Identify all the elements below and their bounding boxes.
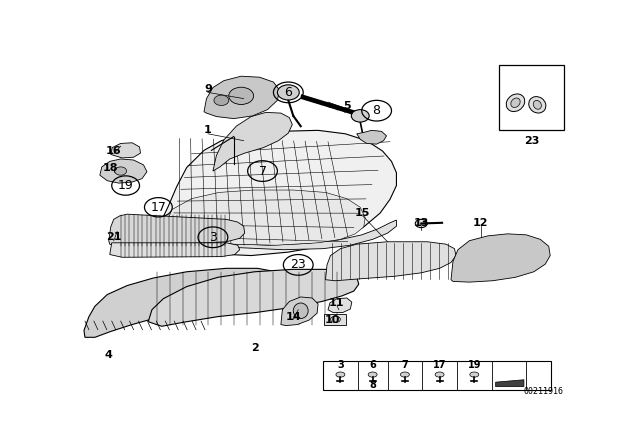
Text: 13: 13 [413,219,429,228]
Text: 11: 11 [329,298,345,308]
Polygon shape [281,297,318,326]
Polygon shape [148,269,359,326]
Text: 16: 16 [106,146,122,156]
Circle shape [229,87,253,104]
Circle shape [351,110,369,122]
Ellipse shape [533,100,541,109]
Text: 00211916: 00211916 [524,387,564,396]
Bar [323,361,551,390]
Polygon shape [495,380,524,387]
Text: 9: 9 [204,84,212,94]
Circle shape [415,220,428,228]
Circle shape [115,167,127,175]
Text: 2: 2 [251,343,259,353]
Text: 7: 7 [401,360,408,370]
Text: 6: 6 [284,86,292,99]
Circle shape [214,95,229,105]
Polygon shape [451,234,550,282]
Polygon shape [110,243,240,257]
Ellipse shape [368,372,377,377]
Text: 5: 5 [343,101,351,111]
Polygon shape [111,143,141,158]
Ellipse shape [435,372,444,377]
Text: 4: 4 [105,349,113,360]
Ellipse shape [511,98,520,108]
Ellipse shape [506,94,525,112]
Bar [499,65,564,130]
Text: 3: 3 [209,231,217,244]
Text: 15: 15 [355,208,371,218]
Ellipse shape [330,316,340,323]
Text: 23: 23 [524,136,539,146]
Text: 1: 1 [204,125,212,135]
Polygon shape [109,214,244,247]
Polygon shape [213,112,292,171]
Ellipse shape [336,372,345,377]
Text: 19: 19 [468,360,481,370]
Bar [324,314,346,324]
Polygon shape [157,130,396,255]
Text: 14: 14 [285,312,301,322]
Text: 10: 10 [324,315,340,325]
Circle shape [277,85,300,100]
Text: 8: 8 [372,104,381,117]
Polygon shape [157,220,396,250]
Polygon shape [326,242,456,281]
Polygon shape [100,159,147,183]
Polygon shape [356,130,387,144]
Text: 19: 19 [118,179,134,192]
Ellipse shape [529,97,546,113]
Text: 8: 8 [369,380,376,390]
Ellipse shape [401,372,410,377]
Ellipse shape [293,303,308,319]
Text: 17: 17 [150,201,166,214]
Text: 7: 7 [259,164,266,177]
Polygon shape [328,298,352,313]
Polygon shape [84,268,286,337]
Text: 17: 17 [433,360,446,370]
Text: 23: 23 [291,258,306,271]
Text: 3: 3 [337,360,344,370]
Ellipse shape [470,372,479,377]
Text: 18: 18 [103,163,118,173]
Polygon shape [204,76,280,119]
Text: 21: 21 [106,232,122,242]
Polygon shape [162,190,365,245]
Text: 6: 6 [369,360,376,370]
Text: 12: 12 [473,219,488,228]
